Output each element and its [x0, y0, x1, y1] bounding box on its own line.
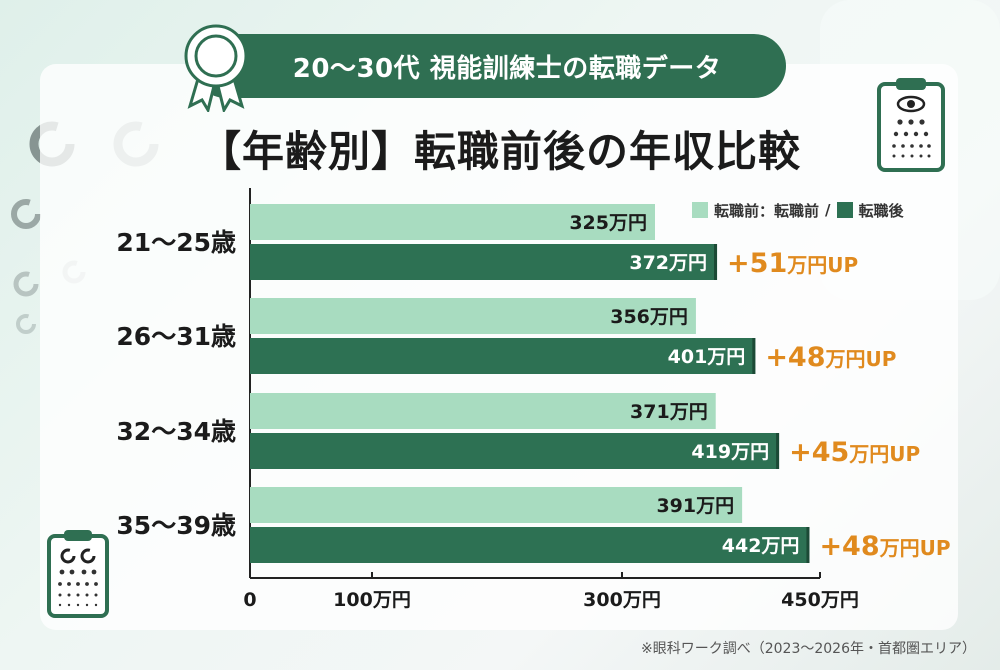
increase-value: +51: [727, 248, 787, 279]
x-tick-label: 300万円: [583, 589, 661, 611]
bar-after-end-cap: [806, 527, 810, 563]
bar-before: [250, 393, 716, 429]
increase-label: +48万円UP: [765, 342, 896, 373]
bar-after-value: 419万円: [691, 441, 769, 463]
x-tick-label: 100万円: [333, 589, 411, 611]
bar-before-value: 325万円: [569, 212, 647, 234]
bar-after: [250, 244, 718, 280]
bar-before: [250, 298, 696, 334]
increase-label: +45万円UP: [789, 437, 920, 468]
increase-label: +48万円UP: [819, 531, 950, 562]
legend-swatch-before: [692, 202, 708, 218]
category-label: 21～25歳: [116, 228, 236, 257]
bar-before-value: 356万円: [610, 306, 688, 328]
increase-suffix: 万円UP: [825, 347, 897, 371]
increase-value: +48: [819, 531, 879, 562]
bar-after: [250, 338, 756, 374]
bar-after-end-cap: [714, 244, 718, 280]
bar-after-value: 442万円: [722, 535, 800, 557]
award-rosette-icon: [184, 24, 248, 112]
increase-suffix: 万円UP: [879, 536, 951, 560]
increase-value: +48: [765, 342, 825, 373]
bar-after-end-cap: [776, 433, 780, 469]
category-label: 35～39歳: [116, 511, 236, 540]
bar-after: [250, 433, 780, 469]
header-badge: 20～30代 視能訓練士の転職データ: [194, 34, 786, 98]
x-tick-label: 0: [243, 589, 256, 611]
bar-after-value: 401万円: [668, 346, 746, 368]
bar-before-value: 391万円: [656, 495, 734, 517]
bar-after-value: 372万円: [629, 252, 707, 274]
clipboard-eye-chart-icon: [47, 530, 109, 618]
legend-swatch-after: [836, 202, 853, 218]
increase-suffix: 万円UP: [786, 253, 858, 277]
increase-suffix: 万円UP: [848, 442, 920, 466]
bar-before: [250, 487, 743, 523]
bar-after: [250, 527, 810, 563]
badge-text: 20～30代 視能訓練士の転職データ: [292, 53, 722, 84]
legend-separator: /: [825, 201, 831, 219]
chart-legend: 転職前：転職前 / 転職後: [692, 199, 904, 221]
clipboard-eye-chart-icon: [877, 78, 945, 172]
bar-before-value: 371万円: [630, 401, 708, 423]
category-label: 26～31歳: [116, 322, 236, 351]
chart-title: 【年齢別】転職前後の年収比較: [198, 127, 801, 176]
increase-label: +51万円UP: [727, 248, 858, 279]
category-label: 32～34歳: [116, 417, 236, 446]
legend-label-after: 転職後: [858, 201, 904, 220]
bar-after-end-cap: [752, 338, 756, 374]
increase-value: +45: [789, 437, 849, 468]
legend-label-before: 転職前：転職前: [714, 201, 820, 220]
footnote: ※眼科ワーク調べ（2023～2026年・首都圏エリア）: [641, 641, 976, 657]
bar-before: [250, 204, 655, 240]
x-tick-label: 450万円: [781, 589, 859, 611]
